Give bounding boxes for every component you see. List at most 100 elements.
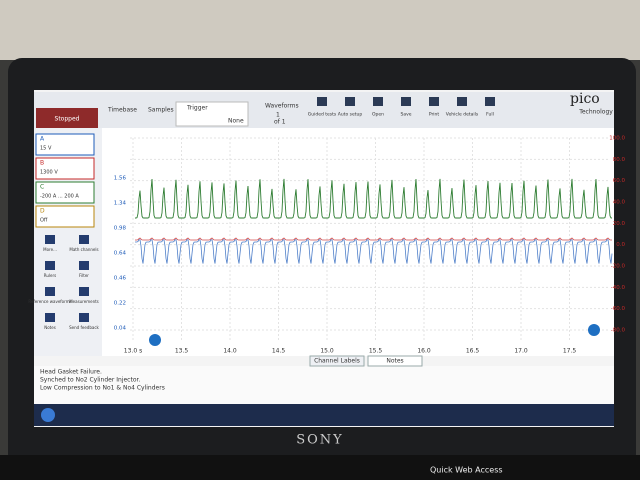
tool-icon[interactable]: [429, 97, 439, 106]
tool-label: Filter: [79, 273, 89, 278]
tool-icon[interactable]: [79, 287, 89, 296]
time-axis-label: 17.0: [514, 348, 528, 355]
tool-label: Rulers: [44, 273, 56, 278]
left-axis-label: 0.04: [114, 326, 127, 332]
trigger-mode: None: [228, 118, 244, 125]
tool-icon[interactable]: [79, 235, 89, 244]
notes-area: [34, 366, 614, 404]
right-axis-label: 80.0: [613, 157, 626, 163]
tool-label: Save: [400, 112, 411, 118]
tab-label: Notes: [386, 358, 403, 365]
trace-b: [135, 237, 612, 241]
left-axis-label: 1.56: [114, 176, 127, 182]
channel-box[interactable]: [35, 181, 95, 204]
channel-name: C: [40, 184, 44, 191]
right-axis-label: -20.0: [611, 264, 626, 270]
tool-icon[interactable]: [45, 235, 55, 244]
right-axis-label: 40.0: [613, 200, 626, 206]
channel-range: -200 A ... 200 A: [40, 194, 79, 200]
time-axis-label: 13.5: [175, 348, 189, 355]
right-axis-label: 60.0: [613, 178, 626, 184]
tool-icon[interactable]: [373, 97, 383, 106]
tool-icon[interactable]: [45, 287, 55, 296]
tool-icon[interactable]: [485, 97, 495, 106]
time-axis-label: 16.0: [417, 348, 431, 355]
channel-name: B: [40, 160, 44, 167]
note-line: Synched to No2 Cylinder Injector.: [40, 377, 140, 384]
timebase-label: Timebase: [107, 107, 137, 114]
channel-name: D: [40, 208, 45, 215]
tool-label: Print: [429, 112, 440, 118]
note-line: Low Compression to No1 & No4 Cylinders: [40, 385, 165, 392]
time-axis-label: 16.5: [466, 348, 480, 355]
time-axis-label: 17.5: [563, 348, 577, 355]
tool-label: Open: [372, 112, 384, 118]
left-axis-label: 1.34: [114, 201, 127, 207]
right-axis-label: 20.0: [613, 221, 626, 227]
trigger-label: Trigger: [186, 105, 208, 112]
scroll-right[interactable]: [588, 324, 600, 336]
tool-label: Notes: [44, 325, 56, 330]
channel-range: Off: [40, 218, 48, 224]
tool-label: Auto setup: [338, 112, 363, 118]
time-axis-label: 14.0: [223, 348, 237, 355]
tool-icon[interactable]: [345, 97, 355, 106]
right-axis-label: 0.0: [616, 242, 625, 248]
tool-label: Full: [486, 112, 494, 118]
tab[interactable]: [309, 355, 365, 367]
left-axis-label: 0.64: [114, 251, 127, 257]
time-axis-label: 15.0: [320, 348, 334, 355]
right-axis-label: -60.0: [611, 306, 626, 312]
tool-label: Send feedback: [69, 325, 99, 330]
right-axis-label: -40.0: [611, 285, 626, 291]
time-axis-label: 14.5: [272, 348, 286, 355]
tool-label: Measurements: [69, 299, 99, 304]
tool-icon[interactable]: [45, 261, 55, 270]
trigger-box[interactable]: [175, 101, 249, 127]
tool-label: Reference waveforms: [28, 299, 71, 304]
channel-name: A: [40, 136, 45, 143]
channel-box[interactable]: [35, 133, 95, 156]
keyboard-edge: [0, 455, 640, 480]
start-button[interactable]: [41, 408, 55, 422]
tool-icon[interactable]: [79, 313, 89, 322]
tool-label: Guided tests: [308, 112, 337, 118]
note-line: Head Gasket Failure.: [40, 369, 102, 376]
time-axis-label: 13.0 s: [124, 348, 142, 355]
right-axis-label: -80.0: [611, 328, 626, 334]
tool-label: Math channels: [69, 247, 98, 252]
channel-box[interactable]: [35, 205, 95, 228]
time-axis-label: 15.5: [369, 348, 383, 355]
status: Stopped: [55, 116, 80, 123]
logo-tagline: Technology: [578, 109, 613, 116]
plot-background: [102, 128, 614, 356]
channel-box[interactable]: [35, 157, 95, 180]
trace-a: [135, 239, 613, 264]
tool-icon[interactable]: [457, 97, 467, 106]
tool-icon[interactable]: [401, 97, 411, 106]
stop-button[interactable]: [36, 108, 98, 130]
taskbar: [34, 404, 614, 426]
tool-label: Vehicle details: [446, 112, 479, 118]
waveforms-label: Waveforms: [265, 103, 299, 110]
channel-range: 1300 V: [40, 170, 58, 176]
tool-icon[interactable]: [317, 97, 327, 106]
tool-icon[interactable]: [45, 313, 55, 322]
tool-label: More...: [43, 247, 57, 252]
brand: SONY: [296, 433, 344, 448]
left-axis-label: 0.46: [114, 276, 127, 282]
channel-range: 15 V: [40, 146, 52, 152]
tab-label: Channel Labels: [314, 358, 360, 365]
wall: [0, 0, 640, 60]
scroll-left[interactable]: [149, 334, 161, 346]
tool-icon[interactable]: [79, 261, 89, 270]
waveform-index: 1: [276, 112, 280, 119]
tab[interactable]: [367, 355, 423, 367]
logo: pico: [570, 91, 600, 107]
trace-c: [135, 178, 613, 219]
waveform-count: of 1: [274, 119, 286, 126]
samples-label: Samples: [148, 107, 174, 114]
left-axis-label: 0.98: [114, 226, 127, 232]
right-axis-label: 100.0: [609, 136, 625, 142]
